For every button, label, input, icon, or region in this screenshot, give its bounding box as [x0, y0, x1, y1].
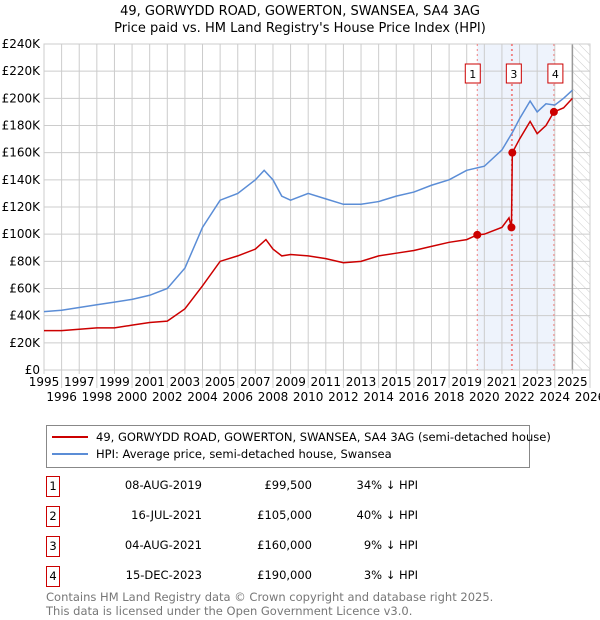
y-tick-label: £180K	[2, 119, 42, 133]
sale-price: £190,000	[257, 568, 312, 582]
y-tick-label: £100K	[2, 227, 42, 241]
x-tick-label: 2023	[522, 375, 553, 389]
x-tick-label: 2003	[170, 375, 201, 389]
y-tick-label: £20K	[9, 336, 41, 350]
legend: 49, GORWYDD ROAD, GOWERTON, SWANSEA, SA4…	[46, 425, 551, 468]
y-tick-label: £220K	[2, 64, 42, 78]
sale-row: 2 16-JUL-2021 £105,000 40% ↓ HPI	[46, 506, 446, 527]
x-tick-label: 1997	[64, 375, 95, 389]
y-tick-label: £120K	[2, 200, 42, 214]
x-tick-label: 1999	[99, 375, 130, 389]
sale-date: 16-JUL-2021	[131, 508, 202, 522]
sale-row: 1 08-AUG-2019 £99,500 34% ↓ HPI	[46, 476, 446, 497]
y-tick-label: £80K	[9, 254, 41, 268]
x-tick-label: 1995	[29, 375, 60, 389]
property-price-line	[44, 97, 573, 332]
chart-title: 49, GORWYDD ROAD, GOWERTON, SWANSEA, SA4…	[120, 4, 480, 19]
sale-price: £99,500	[264, 478, 312, 492]
y-tick-label: £140K	[2, 173, 42, 187]
sale-row: 4 15-DEC-2023 £190,000 3% ↓ HPI	[46, 566, 446, 587]
x-tick-label: 1998	[82, 390, 113, 404]
y-tick-label: £200K	[2, 91, 42, 105]
sale-number: 2	[46, 506, 60, 527]
chart-subtitle: Price paid vs. HM Land Registry's House …	[114, 21, 486, 36]
x-tick-label: 2020	[469, 390, 500, 404]
sale-label: 3	[510, 68, 517, 81]
sale-hpi: 3% ↓ HPI	[363, 568, 418, 582]
x-tick-label: 2013	[346, 375, 377, 389]
sale-label: 4	[552, 68, 559, 81]
legend-label-property: 49, GORWYDD ROAD, GOWERTON, SWANSEA, SA4…	[96, 430, 551, 444]
y-tick-label: £60K	[9, 282, 41, 296]
x-tick-label: 2007	[240, 375, 271, 389]
x-tick-label: 2001	[134, 375, 165, 389]
sale-point	[508, 148, 517, 157]
sale-hpi: 9% ↓ HPI	[363, 538, 418, 552]
footer-copyright: Contains HM Land Registry data © Crown c…	[46, 590, 494, 604]
sale-point	[507, 223, 516, 232]
y-tick-label: £0	[25, 363, 40, 377]
sale-number: 1	[46, 476, 60, 497]
legend-swatch-hpi	[52, 453, 88, 455]
x-tick-label: 2005	[205, 375, 236, 389]
x-tick-label: 2002	[152, 390, 183, 404]
sale-date: 08-AUG-2019	[124, 478, 202, 492]
y-tick-label: £40K	[9, 309, 41, 323]
x-tick-label: 2011	[311, 375, 342, 389]
x-tick-label: 2022	[504, 390, 535, 404]
x-tick-label: 2012	[328, 390, 359, 404]
sale-point	[473, 230, 482, 239]
x-tick-label: 2021	[487, 375, 518, 389]
x-tick-label: 1996	[46, 390, 77, 404]
sale-label-box	[505, 63, 522, 84]
sale-hpi: 34% ↓ HPI	[356, 478, 418, 492]
x-tick-label: 2015	[381, 375, 412, 389]
sale-price: £160,000	[257, 538, 312, 552]
footer-licence: This data is licensed under the Open Gov…	[46, 604, 413, 618]
legend-swatch-property	[52, 436, 88, 438]
y-tick-label: £240K	[2, 37, 42, 51]
sale-number: 4	[46, 566, 60, 587]
sale-point	[549, 107, 558, 116]
sale-hpi: 40% ↓ HPI	[356, 508, 418, 522]
x-tick-label: 2000	[117, 390, 148, 404]
x-tick-label: 2018	[434, 390, 465, 404]
price-chart: 1995199619971998199920002001200220032004…	[2, 37, 600, 404]
sale-date: 04-AUG-2021	[124, 538, 202, 552]
hpi-line	[43, 89, 573, 313]
x-tick-label: 2024	[540, 390, 571, 404]
sale-date: 15-DEC-2023	[125, 568, 202, 582]
x-tick-label: 2010	[293, 390, 324, 404]
x-tick-label: 2016	[399, 390, 430, 404]
sale-number: 3	[46, 536, 60, 557]
x-tick-label: 2008	[258, 390, 289, 404]
x-tick-label: 2004	[187, 390, 218, 404]
x-tick-label: 2006	[222, 390, 253, 404]
x-tick-label: 2026	[575, 390, 600, 404]
x-tick-label: 2009	[275, 375, 306, 389]
sale-label-box	[547, 63, 564, 84]
sale-label: 1	[469, 68, 476, 81]
y-tick-label: £160K	[2, 146, 42, 160]
legend-label-hpi: HPI: Average price, semi-detached house,…	[96, 447, 392, 461]
sale-price: £105,000	[257, 508, 312, 522]
sale-row: 3 04-AUG-2021 £160,000 9% ↓ HPI	[46, 536, 446, 557]
x-tick-label: 2014	[363, 390, 394, 404]
x-tick-label: 2025	[557, 375, 588, 389]
x-tick-label: 2017	[416, 375, 447, 389]
sale-label-box	[464, 63, 481, 84]
x-tick-label: 2019	[451, 375, 482, 389]
plot-frame	[43, 43, 591, 371]
